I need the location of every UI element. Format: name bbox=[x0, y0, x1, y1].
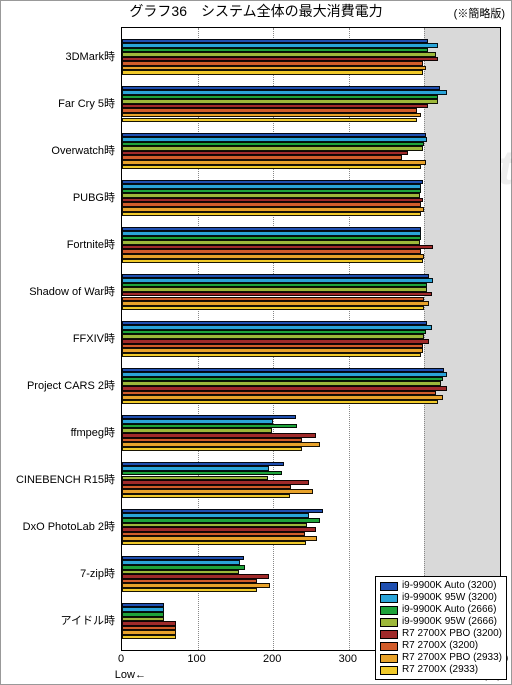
bar bbox=[122, 70, 423, 75]
bar bbox=[122, 400, 438, 405]
legend-row: R7 2700X PBO (2933) bbox=[380, 652, 502, 664]
bar bbox=[122, 259, 423, 264]
legend-label: R7 2700X (3200) bbox=[402, 640, 478, 652]
category-label: CINEBENCH R15時 bbox=[1, 471, 115, 487]
bar-group bbox=[122, 39, 500, 75]
legend-row: R7 2700X (3200) bbox=[380, 640, 502, 652]
category-label: FFXIV時 bbox=[1, 330, 115, 346]
legend-row: R7 2700X (2933) bbox=[380, 664, 502, 676]
bar-group bbox=[122, 368, 500, 404]
category-label: PUBG時 bbox=[1, 189, 115, 205]
x-tick-label: 200 bbox=[263, 653, 281, 665]
bar-groups bbox=[122, 28, 500, 650]
x-tick-label: 0 bbox=[118, 653, 124, 665]
legend-swatch bbox=[380, 606, 398, 615]
bar-group bbox=[122, 86, 500, 122]
legend-row: i9-9900K Auto (2666) bbox=[380, 604, 502, 616]
bar-group bbox=[122, 415, 500, 451]
chart-note: (※簡略版) bbox=[454, 5, 505, 21]
legend-label: R7 2700X (2933) bbox=[402, 664, 478, 676]
bar bbox=[122, 118, 417, 123]
legend-swatch bbox=[380, 642, 398, 651]
bar-group bbox=[122, 133, 500, 169]
category-label: 3DMark時 bbox=[1, 48, 115, 64]
bar-group bbox=[122, 321, 500, 357]
category-label: DxO PhotoLab 2時 bbox=[1, 518, 115, 534]
category-label: Fortnite時 bbox=[1, 236, 115, 252]
legend-label: R7 2700X PBO (3200) bbox=[402, 628, 502, 640]
legend-swatch bbox=[380, 594, 398, 603]
legend-row: i9-9900K Auto (3200) bbox=[380, 580, 502, 592]
legend-swatch bbox=[380, 666, 398, 675]
bar bbox=[122, 635, 176, 640]
legend-label: R7 2700X PBO (2933) bbox=[402, 652, 502, 664]
bar bbox=[122, 588, 257, 593]
legend-label: i9-9900K 95W (3200) bbox=[402, 592, 497, 604]
legend-label: i9-9900K Auto (2666) bbox=[402, 604, 497, 616]
legend-swatch bbox=[380, 654, 398, 663]
x-axis-low-label: Low← bbox=[115, 669, 146, 681]
legend-label: i9-9900K 95W (2666) bbox=[402, 616, 497, 628]
category-label: アイドル時 bbox=[1, 612, 115, 628]
category-label: ffmpeg時 bbox=[1, 424, 115, 440]
chart-title: グラフ36 システム全体の最大消費電力 bbox=[129, 1, 382, 21]
bar bbox=[122, 541, 306, 546]
bar bbox=[122, 353, 421, 358]
bar bbox=[122, 212, 421, 217]
bar bbox=[122, 165, 421, 170]
category-label: Shadow of War時 bbox=[1, 283, 115, 299]
bar bbox=[122, 494, 290, 499]
legend-swatch bbox=[380, 630, 398, 639]
legend-swatch bbox=[380, 582, 398, 591]
bar-group bbox=[122, 509, 500, 545]
legend-swatch bbox=[380, 618, 398, 627]
chart-header: グラフ36 システム全体の最大消費電力 (※簡略版) bbox=[1, 1, 511, 25]
category-label: Far Cry 5時 bbox=[1, 95, 115, 111]
bar bbox=[122, 306, 424, 311]
legend-row: i9-9900K 95W (3200) bbox=[380, 592, 502, 604]
category-label: Overwatch時 bbox=[1, 142, 115, 158]
x-tick-label: 300 bbox=[339, 653, 357, 665]
category-label: Project CARS 2時 bbox=[1, 377, 115, 393]
bar-group bbox=[122, 180, 500, 216]
bar-group bbox=[122, 462, 500, 498]
y-axis-labels: 3DMark時 Far Cry 5時 Overwatch時 PUBG時 Fortnite… bbox=[1, 27, 119, 651]
legend: i9-9900K Auto (3200)i9-9900K 95W (3200)i… bbox=[375, 576, 507, 680]
bar-group bbox=[122, 274, 500, 310]
category-label: 7-zip時 bbox=[1, 565, 115, 581]
x-tick-label: 100 bbox=[187, 653, 205, 665]
bar bbox=[122, 447, 302, 452]
legend-label: i9-9900K Auto (3200) bbox=[402, 580, 497, 592]
legend-row: i9-9900K 95W (2666) bbox=[380, 616, 502, 628]
legend-row: R7 2700X PBO (3200) bbox=[380, 628, 502, 640]
bar-group bbox=[122, 227, 500, 263]
plot-area bbox=[121, 27, 501, 651]
